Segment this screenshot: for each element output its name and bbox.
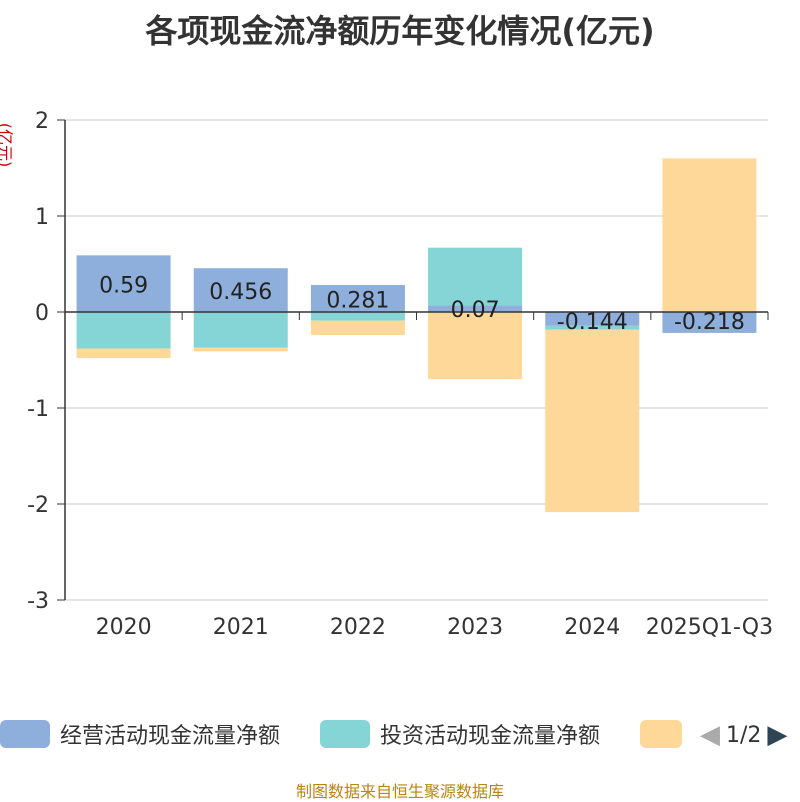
legend-page-indicator: 1/2: [726, 722, 762, 748]
x-tick-label: 2025Q1-Q3: [646, 615, 773, 640]
bar-investing: [76, 312, 171, 349]
data-label: -0.144: [557, 310, 628, 335]
data-label: 0.07: [451, 298, 500, 323]
y-tick-label: 2: [35, 109, 49, 134]
bar-operating: [310, 285, 405, 312]
bar-financing: [662, 158, 757, 312]
y-tick-label: 0: [35, 301, 49, 326]
y-tick-label: -3: [27, 589, 49, 614]
data-label: 0.59: [99, 274, 148, 299]
bar-operating: [662, 312, 757, 333]
x-tick-label: 2022: [330, 615, 386, 640]
x-tick-label: 2020: [96, 615, 152, 640]
bar-investing: [193, 312, 288, 348]
bar-investing: [428, 247, 523, 306]
bar-operating: [545, 312, 640, 326]
legend-item-investing[interactable]: 投资活动现金流量净额: [320, 716, 600, 752]
bar-investing: [310, 312, 405, 321]
bar-financing: [545, 329, 640, 513]
data-label: 0.456: [209, 280, 272, 305]
legend-swatch-investing: [320, 720, 370, 748]
x-tick-label: 2021: [213, 615, 269, 640]
legend-pager: ◀ 1/2 ▶: [700, 718, 787, 752]
legend-swatch-operating: [0, 720, 50, 748]
bar-operating: [428, 305, 523, 312]
bar-investing: [545, 325, 640, 330]
x-tick-label: 2023: [447, 615, 503, 640]
data-label: 0.281: [326, 289, 389, 314]
y-tick-label: -2: [27, 493, 49, 518]
legend-label-investing: 投资活动现金流量净额: [380, 724, 601, 749]
data-label: -0.218: [674, 310, 745, 335]
legend-item-financing[interactable]: [640, 716, 692, 752]
x-tick-label: 2024: [564, 615, 620, 640]
legend-swatch-financing: [640, 720, 682, 748]
chart-title: 各项现金流净额历年变化情况(亿元): [145, 12, 655, 50]
bar-financing: [76, 348, 171, 359]
triangle-left-icon[interactable]: ◀: [700, 720, 720, 750]
bar-financing: [428, 312, 523, 380]
legend-item-operating[interactable]: 经营活动现金流量净额: [0, 716, 280, 752]
bar-operating: [193, 268, 288, 312]
triangle-right-icon[interactable]: ▶: [767, 720, 788, 750]
bar-financing: [193, 347, 288, 352]
bar-operating: [76, 255, 171, 312]
data-source-note: 制图数据来自恒生聚源数据库: [295, 782, 504, 801]
bar-financing: [310, 320, 405, 336]
y-tick-label: -1: [27, 397, 49, 422]
legend-label-operating: 经营活动现金流量净额: [60, 724, 281, 749]
y-tick-label: 1: [35, 205, 49, 230]
